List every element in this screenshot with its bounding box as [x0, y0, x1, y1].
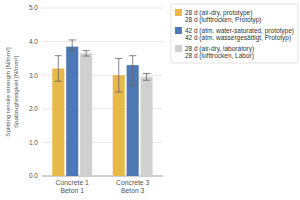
y-axis-label: Splitting tensile strength [N/mm²]Spaltz…	[4, 47, 19, 137]
y-axis: 0.0 1.0 2.0 3.0 4.0 5.0	[29, 4, 163, 179]
error-bar-cap	[69, 50, 76, 51]
error-bar-cap	[69, 39, 76, 40]
error-bar-cap	[129, 55, 136, 56]
legend-item: 42 d (atm. water-saturated, prototype)42…	[175, 27, 294, 43]
error-bar-cap	[55, 81, 62, 82]
text-line: 28 d (lufttrocken, Labor)	[185, 52, 254, 60]
text-line: Beton 1	[61, 187, 85, 194]
error-bar	[55, 56, 62, 82]
x-tick-label: Concrete 3Beton 3	[116, 179, 149, 194]
legend-swatch	[175, 27, 182, 34]
error-bar-stem	[72, 40, 73, 51]
legend-label: 42 d (atm. water-saturated, prototype)42…	[185, 27, 294, 43]
error-bar-cap	[82, 56, 89, 57]
bar	[66, 47, 78, 176]
text-line: Splitting tensile strength [N/mm²]	[4, 47, 11, 137]
legend-item: 28 d (air-dry, laboratory)28 d (lufttroc…	[175, 45, 254, 61]
text-line: Concrete 3	[116, 179, 149, 186]
bar	[141, 77, 153, 176]
chart: 0.0 1.0 2.0 3.0 4.0 5.0 Splitting tensile stre…	[0, 0, 300, 200]
error-bar	[82, 51, 89, 56]
legend-swatch	[175, 45, 182, 52]
legend-item: 28 d (air-dry, prototype)28 d (lufttrock…	[175, 9, 262, 25]
y-tick-label: 1.0	[29, 139, 38, 146]
error-bar-cap	[55, 55, 62, 56]
error-bar-stem	[58, 56, 59, 82]
text-line: Beton 3	[121, 187, 145, 194]
y-tick-label: 2.0	[29, 105, 38, 112]
error-bar-cap	[129, 85, 136, 86]
error-bar-cap	[82, 50, 89, 51]
grid	[42, 8, 163, 176]
error-bar-cap	[115, 58, 122, 59]
legend-frame	[171, 4, 298, 63]
error-bar-stem	[132, 56, 133, 86]
y-tick-label: 0.0	[29, 172, 38, 179]
bar	[52, 68, 64, 176]
error-bar	[129, 56, 136, 86]
text-line: Spaltzugfestigkeit [N/mm²]	[12, 56, 19, 128]
text-line: 28 d (lufttrocken, Prototyp)	[185, 16, 262, 24]
error-bar-stem	[86, 51, 87, 56]
error-bar-stem	[118, 58, 119, 92]
legend-swatch	[175, 9, 182, 16]
error-bar-cap	[143, 73, 150, 74]
bar	[80, 53, 92, 176]
legend: 28 d (air-dry, prototype)28 d (lufttrock…	[171, 4, 298, 63]
y-tick-label: 4.0	[29, 38, 38, 45]
error-bar-cap	[143, 80, 150, 81]
x-tick-label: Concrete 1Beton 1	[56, 179, 89, 194]
marks	[52, 40, 152, 176]
text-line: Concrete 1	[56, 179, 89, 186]
legend-label: 28 d (air-dry, prototype)28 d (lufttrock…	[185, 9, 262, 25]
legend-label: 28 d (air-dry, laboratory)28 d (lufttroc…	[185, 45, 254, 61]
y-tick-label: 3.0	[29, 72, 38, 79]
error-bar	[143, 74, 150, 81]
text-line: 42 d (atm. wassergesättigt, Prototyp)	[185, 34, 291, 42]
error-bar-cap	[115, 92, 122, 93]
error-bar	[69, 40, 76, 51]
x-axis: Concrete 1Beton 1 Concrete 3Beton 3	[56, 179, 150, 194]
y-tick-label: 5.0	[29, 4, 38, 11]
grid-line	[42, 41, 163, 42]
error-bar-stem	[146, 74, 147, 81]
error-bar	[115, 58, 122, 92]
grid-line	[42, 8, 163, 9]
